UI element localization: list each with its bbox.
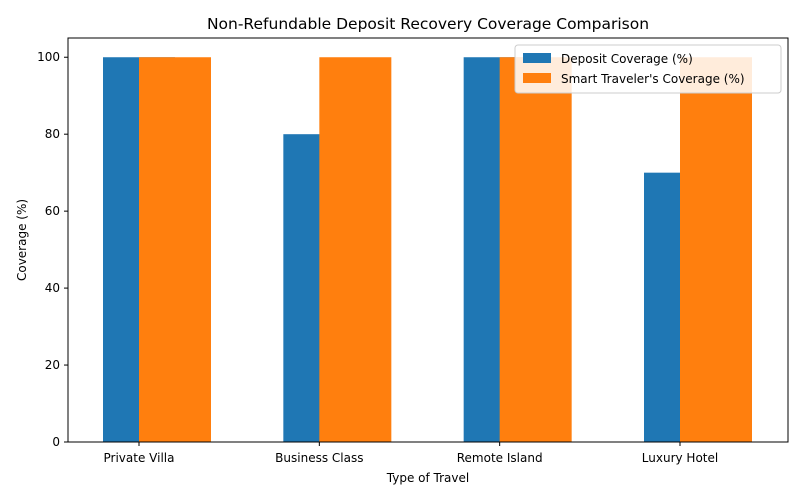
plot-frame — [67, 37, 789, 443]
legend-label: Deposit Coverage (%) — [561, 52, 693, 66]
y-tick-label: 80 — [45, 127, 60, 141]
y-axis: 0 20 40 60 80 100 — [37, 50, 68, 449]
legend-box — [514, 44, 782, 94]
y-tick-label: 0 — [52, 435, 60, 449]
x-tick-label: Business Class — [275, 451, 363, 465]
bar-smart-traveler-s-coverage--1 — [319, 57, 392, 442]
x-tick-label: Private Villa — [104, 451, 175, 465]
bars-group — [103, 57, 752, 442]
x-tick-label: Luxury Hotel — [642, 451, 718, 465]
y-tick-label: 60 — [45, 204, 60, 218]
bar-smart-traveler-s-coverage--3 — [680, 57, 752, 442]
y-axis-label: Coverage (%) — [15, 199, 29, 281]
y-tick-label: 40 — [45, 281, 60, 295]
x-axis-label: Type of Travel — [386, 471, 469, 485]
legend-swatch — [523, 73, 551, 83]
legend-label: Smart Traveler's Coverage (%) — [561, 72, 745, 86]
legend-swatch — [523, 53, 551, 63]
bar-smart-traveler-s-coverage--2 — [499, 57, 572, 442]
chart-title: Non-Refundable Deposit Recovery Coverage… — [207, 15, 649, 33]
x-axis: Private Villa Business Class Remote Island… — [104, 442, 718, 465]
legend: Deposit Coverage (%) Smart Traveler's Cov… — [514, 44, 782, 94]
y-tick-label: 100 — [37, 50, 60, 64]
y-tick-label: 20 — [45, 358, 60, 372]
x-tick-label: Remote Island — [457, 451, 543, 465]
bar-smart-traveler-s-coverage--0 — [139, 57, 211, 442]
